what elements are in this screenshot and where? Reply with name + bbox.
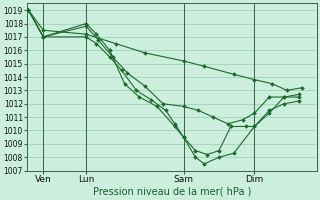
X-axis label: Pression niveau de la mer( hPa ): Pression niveau de la mer( hPa ) — [92, 187, 251, 197]
